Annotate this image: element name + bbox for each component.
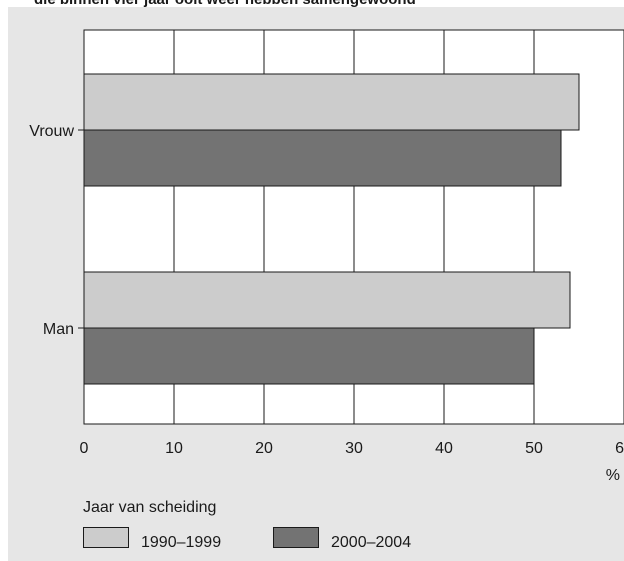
bar-vrouw-2000–2004 xyxy=(83,129,562,187)
x-unit-label: % xyxy=(606,467,620,484)
category-label-man: Man xyxy=(43,321,74,338)
bar-vrouw-1990–1999 xyxy=(83,73,580,131)
legend-swatch-2000-2004 xyxy=(273,527,319,548)
bar-man-2000–2004 xyxy=(83,327,535,385)
legend-title: Jaar van scheiding xyxy=(83,499,217,516)
bar-man-1990–1999 xyxy=(83,271,571,329)
category-label-vrouw: Vrouw xyxy=(29,123,74,140)
x-tick-label: 40 xyxy=(435,440,453,457)
x-tick-label: 10 xyxy=(165,440,183,457)
legend-label-2000-2004: 2000–2004 xyxy=(331,534,412,551)
x-tick-label: 0 xyxy=(80,440,89,457)
chart-title: die binnen vier jaar ooit weer hebben sa… xyxy=(34,0,416,8)
legend-swatch-1990-1999 xyxy=(83,527,129,548)
x-tick-label: 60 xyxy=(615,440,624,457)
x-tick-label: 30 xyxy=(345,440,363,457)
legend-label-1990-1999: 1990–1999 xyxy=(141,534,222,551)
x-tick-label: 50 xyxy=(525,440,543,457)
x-tick-label: 20 xyxy=(255,440,273,457)
